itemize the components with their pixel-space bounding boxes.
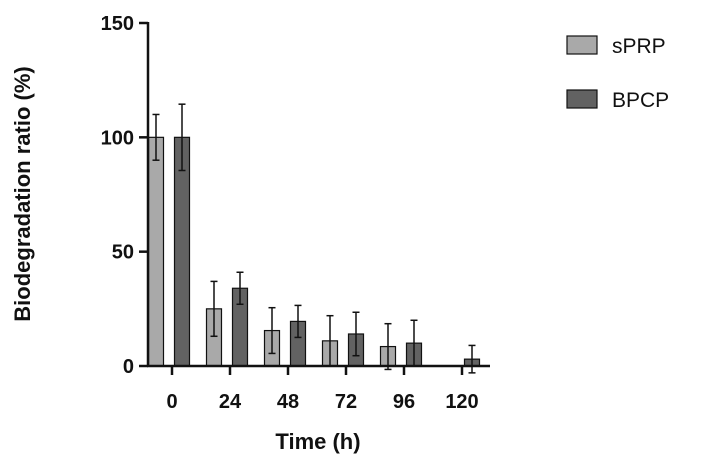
x-tick-label: 24 [219, 391, 242, 413]
bar-sprp [147, 136, 165, 367]
bar-bpcp [173, 136, 191, 367]
plot-area [147, 103, 481, 374]
x-tick-label: 72 [335, 391, 357, 413]
legend-swatch-bpcp [566, 89, 598, 109]
y-axis-ticks: 0 50 100 150 [101, 13, 148, 378]
legend-swatch-sprp [566, 35, 598, 55]
x-tick-label: 48 [277, 391, 299, 413]
y-axis-title: Biodegradation ratio (%) [10, 66, 35, 321]
x-tick-label: 120 [445, 391, 478, 413]
legend-label-sprp: sPRP [612, 35, 666, 58]
legend: sPRP BPCP [566, 35, 669, 112]
x-tick-label: 0 [166, 391, 177, 413]
x-axis-ticks: 0 24 48 72 96 120 [166, 366, 479, 413]
y-tick-label: 50 [112, 242, 134, 264]
y-tick-label: 100 [101, 127, 134, 149]
x-axis-title: Time (h) [275, 429, 360, 454]
legend-label-bpcp: BPCP [612, 89, 669, 112]
y-tick-label: 150 [101, 13, 134, 35]
x-tick-label: 96 [393, 391, 415, 413]
y-tick-label: 0 [123, 356, 134, 378]
